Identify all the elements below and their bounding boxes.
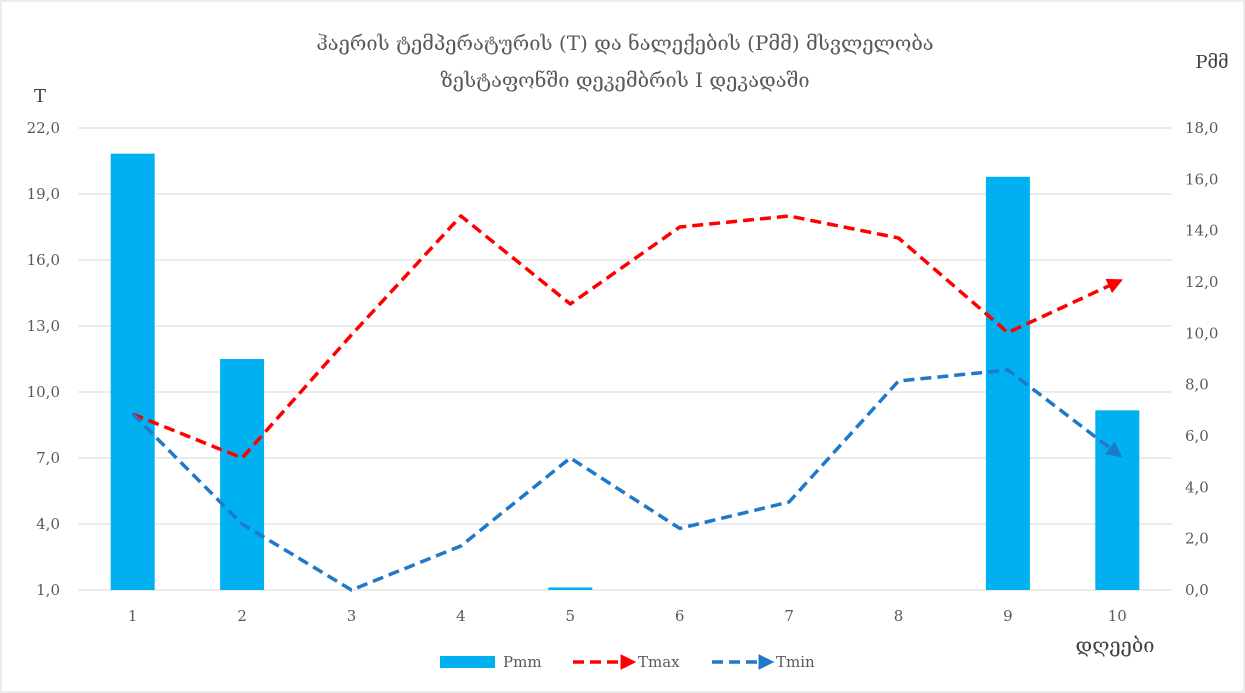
y-right-axis-title: Pმმ — [1195, 52, 1228, 73]
y-right-tick-label: 8,0 — [1185, 376, 1209, 394]
y-left-tick-label: 7,0 — [36, 449, 60, 467]
legend-swatch-pmm — [440, 656, 495, 668]
legend-label-tmax: Tmax — [638, 653, 680, 671]
x-tick-label: 1 — [128, 607, 138, 625]
bar-pmm — [111, 154, 155, 590]
y-right-tick-label: 4,0 — [1185, 478, 1209, 496]
y-left-tick-label: 16,0 — [27, 251, 60, 269]
y-right-tick-label: 18,0 — [1185, 119, 1218, 137]
x-tick-label: 2 — [237, 607, 247, 625]
legend-label-pmm: Pmm — [503, 653, 542, 671]
y-left-tick-label: 22,0 — [27, 119, 60, 137]
x-tick-label: 10 — [1108, 607, 1127, 625]
x-tick-label: 4 — [456, 607, 466, 625]
y-left-tick-label: 13,0 — [27, 317, 60, 335]
y-left-tick-label: 4,0 — [36, 515, 60, 533]
legend-label-tmin: Tmin — [776, 653, 815, 671]
y-right-tick-label: 2,0 — [1185, 530, 1209, 548]
bar-pmm — [1095, 410, 1139, 590]
y-left-axis-title: T — [34, 86, 46, 107]
x-tick-label: 9 — [1003, 607, 1013, 625]
y-left-tick-label: 10,0 — [27, 383, 60, 401]
y-right-tick-label: 12,0 — [1185, 273, 1218, 291]
chart-title-line1: ჰაერის ტემპერატურის (T) და ნალექების (Pმ… — [316, 31, 933, 55]
x-axis-title: დღეები — [1076, 633, 1155, 657]
x-tick-label: 7 — [784, 607, 794, 625]
x-tick-label: 5 — [566, 607, 576, 625]
bar-pmm — [220, 359, 264, 590]
y-right-tick-label: 6,0 — [1185, 427, 1209, 445]
x-tick-label: 3 — [347, 607, 357, 625]
y-right-tick-label: 0,0 — [1185, 581, 1209, 599]
y-right-tick-label: 10,0 — [1185, 324, 1218, 342]
bar-pmm — [548, 587, 592, 590]
chart-title-line2: ზესტაფონში დეკემბრის I დეკადაში — [440, 68, 809, 92]
y-left-tick-label: 1,0 — [36, 581, 60, 599]
x-tick-label: 6 — [675, 607, 685, 625]
x-tick-label: 8 — [894, 607, 904, 625]
y-right-tick-label: 16,0 — [1185, 170, 1218, 188]
y-right-tick-label: 14,0 — [1185, 222, 1218, 240]
y-left-tick-label: 19,0 — [27, 185, 60, 203]
